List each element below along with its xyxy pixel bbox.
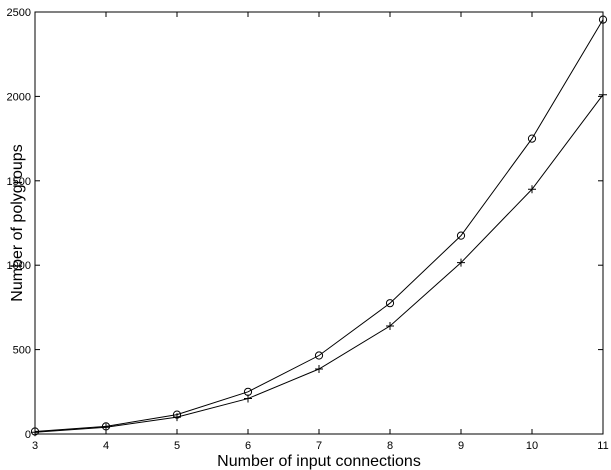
x-tick-label: 8 [387,440,393,452]
y-tick-label: 2000 [7,91,31,103]
y-axis-title: Number of polygroups [9,144,26,301]
x-tick-label: 7 [316,440,322,452]
series-group [31,16,607,436]
data-point-plus [315,365,323,373]
x-tick-label: 3 [32,440,38,452]
x-axis-title: Number of input connections [217,453,421,470]
x-tick-label: 5 [174,440,180,452]
data-point-plus [173,413,181,421]
x-tick-label: 10 [526,440,538,452]
y-tick-label: 2500 [7,7,31,19]
y-tick-label: 0 [25,429,31,441]
data-point-plus [599,91,607,99]
x-tick-label: 9 [458,440,464,452]
series-line-2 [35,95,603,433]
x-tick-label: 11 [597,440,608,452]
x-tick-label: 6 [245,440,251,452]
y-tick-label: 500 [13,345,31,357]
data-point-plus [244,395,252,403]
x-tick-label: 4 [103,440,109,452]
